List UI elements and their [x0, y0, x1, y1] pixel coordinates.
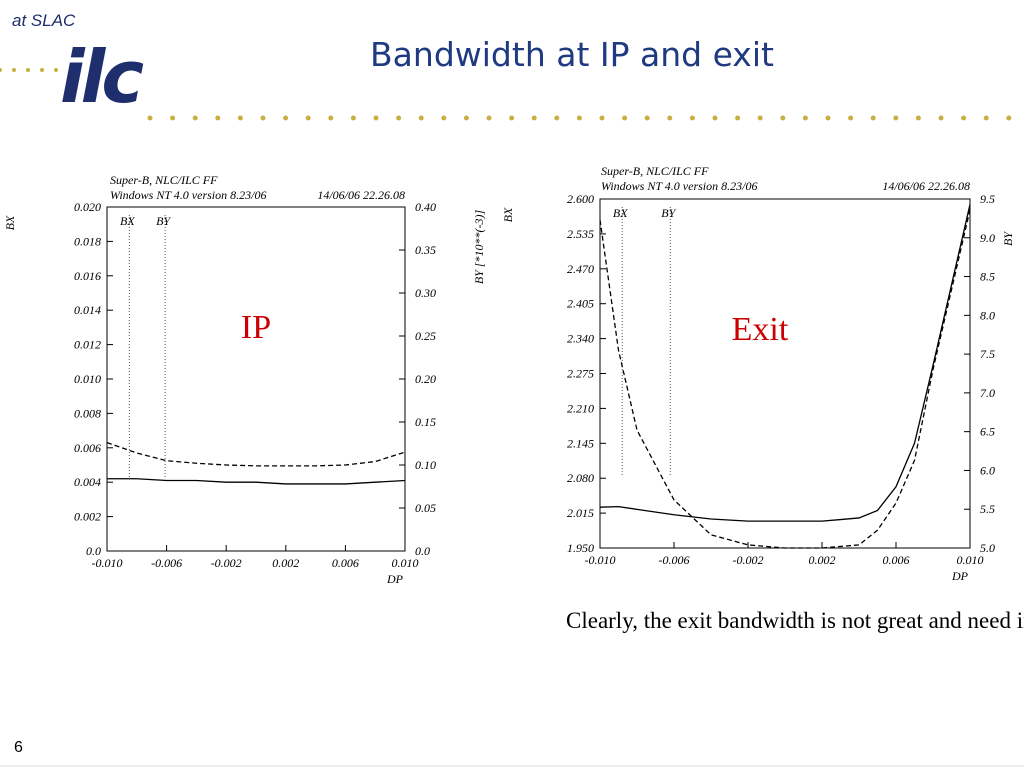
- y-tick-label: 2.015: [567, 506, 594, 520]
- y2-tick-label: 0.10: [415, 458, 436, 472]
- y2-tick-label: 0.0: [415, 544, 430, 558]
- y-tick-label: 2.340: [567, 332, 594, 346]
- x-tick-label: 0.002: [272, 556, 299, 570]
- logo: ilc: [60, 35, 143, 119]
- y-tick-label: 0.006: [74, 441, 101, 455]
- y-tick-label: 0.004: [74, 475, 101, 489]
- y2-tick-label: 0.30: [415, 286, 436, 300]
- plot-frame: [599, 198, 971, 549]
- logo-text: at SLAC: [12, 11, 76, 30]
- series-line: [599, 209, 971, 549]
- x-tick-label: -0.010: [92, 556, 123, 570]
- y-tick-label: 0.010: [74, 372, 101, 386]
- plot-frame: [106, 206, 406, 552]
- slide-title: Bandwidth at IP and exit: [370, 35, 774, 74]
- y-axis-label: BX: [501, 207, 515, 222]
- chart-header: Windows NT 4.0 version 8.23/06: [110, 188, 266, 202]
- y2-tick-label: 9.5: [980, 192, 995, 206]
- y2-tick-label: 0.15: [415, 415, 436, 429]
- x-tick-label: 0.006: [883, 553, 910, 567]
- y2-tick-label: 8.5: [980, 270, 995, 284]
- y2-tick-label: 5.0: [980, 541, 995, 555]
- y-tick-label: 0.016: [74, 269, 101, 283]
- y2-tick-label: 0.20: [415, 372, 436, 386]
- x-tick-label: 0.002: [809, 553, 836, 567]
- y2-axis-label: BY [*10**(-3)]: [472, 210, 486, 285]
- y-tick-label: 2.470: [567, 262, 594, 276]
- note: Clearly, the exit bandwidth is not great…: [566, 608, 1024, 633]
- chart-label: IP: [241, 309, 271, 346]
- x-tick-label: 0.010: [392, 556, 419, 570]
- y-tick-label: 0.018: [74, 234, 101, 248]
- series-line: [599, 204, 971, 522]
- y-tick-label: 2.275: [567, 367, 594, 381]
- y2-tick-label: 0.40: [415, 200, 436, 214]
- series-line: [107, 478, 406, 485]
- y-tick-label: 2.600: [567, 192, 594, 206]
- marker-label: BX: [613, 206, 628, 220]
- x-tick-label: -0.006: [659, 553, 690, 567]
- page-number: 6: [14, 739, 23, 756]
- y-axis-label: BX: [3, 215, 17, 230]
- y2-tick-label: 6.5: [980, 425, 995, 439]
- y2-tick-label: 0.05: [415, 501, 436, 515]
- y-tick-label: 2.405: [567, 297, 594, 311]
- note-line: Clearly, the exit bandwidth is not great…: [566, 608, 1024, 633]
- y2-tick-label: 5.5: [980, 502, 995, 516]
- y-tick-label: 2.080: [567, 471, 594, 485]
- y-tick-label: 2.145: [567, 436, 594, 450]
- y2-axis-label: BY: [1001, 231, 1015, 246]
- chart-header: 14/06/06 22.26.08: [882, 179, 970, 193]
- x-tick-label: 0.006: [332, 556, 359, 570]
- y-tick-label: 2.210: [567, 401, 594, 415]
- x-axis-label: DP: [951, 569, 969, 583]
- y2-tick-label: 9.0: [980, 231, 995, 245]
- x-tick-label: -0.002: [733, 553, 764, 567]
- chart-header: Super-B, NLC/ILC FF: [601, 164, 709, 178]
- y-tick-label: 2.535: [567, 227, 594, 241]
- chart-header: Windows NT 4.0 version 8.23/06: [601, 179, 757, 193]
- marker-label: BY: [156, 214, 171, 228]
- y-tick-label: 0.020: [74, 200, 101, 214]
- y2-tick-label: 0.35: [415, 243, 436, 257]
- y-tick-label: 0.0: [86, 544, 101, 558]
- y2-tick-label: 8.0: [980, 308, 995, 322]
- y2-tick-label: 6.0: [980, 463, 995, 477]
- x-tick-label: -0.002: [211, 556, 242, 570]
- marker-label: BX: [120, 214, 135, 228]
- y-tick-label: 0.008: [74, 406, 101, 420]
- y2-tick-label: 7.0: [980, 386, 995, 400]
- chart-header: 14/06/06 22.26.08: [317, 188, 405, 202]
- y-tick-label: 0.014: [74, 303, 101, 317]
- series-line: [106, 442, 406, 467]
- y-tick-label: 0.012: [74, 338, 101, 352]
- y-tick-label: 0.002: [74, 510, 101, 524]
- y2-tick-label: 0.25: [415, 329, 436, 343]
- x-tick-label: -0.010: [585, 553, 616, 567]
- y-tick-label: 1.950: [567, 541, 594, 555]
- chart-header: Super-B, NLC/ILC FF: [110, 173, 218, 187]
- x-tick-label: -0.006: [151, 556, 182, 570]
- y2-tick-label: 7.5: [980, 347, 995, 361]
- x-tick-label: 0.010: [957, 553, 984, 567]
- chart-label: Exit: [732, 311, 789, 348]
- marker-label: BY: [661, 206, 676, 220]
- x-axis-label: DP: [386, 572, 404, 586]
